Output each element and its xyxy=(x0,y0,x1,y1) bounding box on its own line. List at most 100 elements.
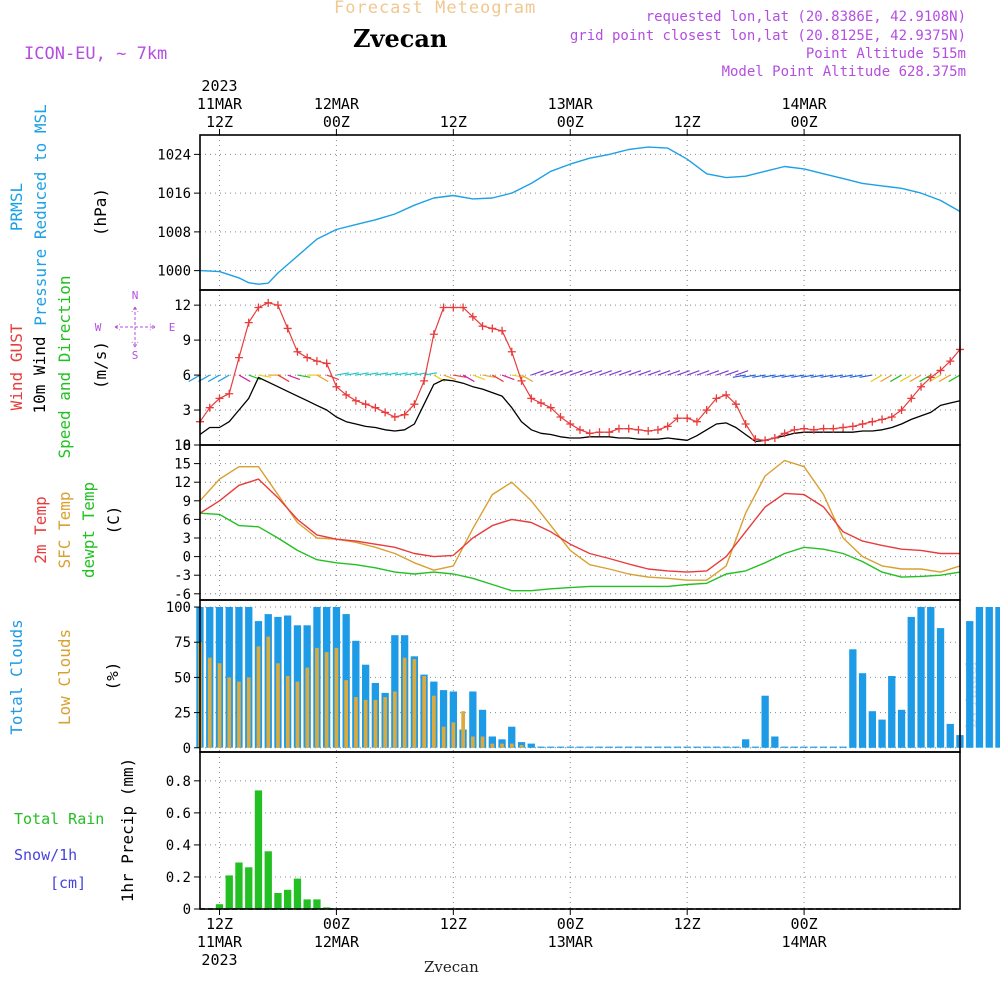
y-tick-label: 0 xyxy=(183,741,191,757)
gust-marker xyxy=(507,347,516,356)
compass-rose xyxy=(114,306,156,348)
rain-bar xyxy=(215,904,224,909)
gust-marker xyxy=(576,425,584,434)
wind-arrow xyxy=(443,374,457,381)
wind-arrow xyxy=(589,370,603,376)
low-cloud-bar xyxy=(295,681,300,748)
label-pressure-msl: Pressure Reduced to MSL xyxy=(31,104,50,326)
rain-bar xyxy=(313,899,321,909)
y-tick-label: -6 xyxy=(174,587,191,603)
gust-marker xyxy=(429,330,438,339)
total-cloud-bar xyxy=(927,607,935,748)
y-tick-label: 75 xyxy=(174,635,191,651)
low-cloud-bar xyxy=(324,652,329,748)
rain-bar xyxy=(293,878,302,909)
point-altitude: Point Altitude 515m xyxy=(805,46,966,62)
wind-arrow xyxy=(248,374,262,381)
low-cloud-bar xyxy=(500,743,504,748)
y-tick-label: 3 xyxy=(183,531,191,547)
low-cloud-bar xyxy=(373,699,378,748)
gust-marker xyxy=(517,376,526,385)
y-tick-label: 0.6 xyxy=(166,806,191,822)
low-cloud-bar xyxy=(412,659,417,748)
gust-marker xyxy=(722,390,731,399)
wind-arrow xyxy=(938,374,951,383)
wind-arrow xyxy=(423,372,438,376)
gust-marker xyxy=(342,390,351,399)
low-cloud-bar xyxy=(510,743,514,748)
x-tick-label-top: 00Z xyxy=(323,113,350,131)
gust-marker xyxy=(390,413,399,422)
y-tick-label: -3 xyxy=(174,568,191,584)
wind-arrow xyxy=(771,374,785,378)
total-cloud-bar xyxy=(586,746,594,748)
wind-arrow xyxy=(618,370,632,376)
wind-arrow xyxy=(919,374,932,383)
total-cloud-bar xyxy=(576,746,584,748)
location-title: Zvecan xyxy=(353,24,448,53)
low-cloud-bar xyxy=(207,657,212,748)
rain-bar xyxy=(235,862,243,909)
footer-location: Zvecan xyxy=(424,958,479,976)
gust-marker xyxy=(887,413,896,422)
y-tick-label: 0.2 xyxy=(166,870,191,886)
rain-bar xyxy=(264,851,272,909)
wind-arrow xyxy=(800,374,814,378)
x-date-label-bottom: 12MAR xyxy=(314,933,360,951)
gust-marker xyxy=(225,389,234,398)
low-cloud-bar xyxy=(441,726,446,748)
gust-marker xyxy=(644,427,653,436)
wind-arrow xyxy=(849,374,863,378)
gust-marker xyxy=(614,424,623,433)
wind-arrow xyxy=(677,370,690,376)
low-cloud-bar xyxy=(383,697,387,748)
total-cloud-bar xyxy=(810,746,818,748)
gust-marker xyxy=(780,429,789,438)
y-tick-label: 12 xyxy=(174,298,191,314)
y-tick-label: 0 xyxy=(183,902,191,918)
y-tick-label: 0.8 xyxy=(166,774,191,790)
x-date-label-bottom: 11MAR xyxy=(197,933,243,951)
total-cloud-bar xyxy=(615,746,623,748)
wind-arrow xyxy=(531,370,544,376)
compass-w: W xyxy=(95,321,102,334)
total-cloud-bar xyxy=(703,746,711,748)
label-percent: (%) xyxy=(103,662,122,691)
gust-marker xyxy=(254,303,263,312)
gust-marker xyxy=(205,403,214,412)
gust-marker xyxy=(712,394,721,403)
gust-marker xyxy=(449,303,458,312)
wind-arrow xyxy=(859,374,873,378)
total-cloud-bar xyxy=(683,746,691,748)
total-cloud-bar xyxy=(771,736,779,748)
gust-marker xyxy=(244,318,253,327)
label-celsius: (C) xyxy=(104,506,123,535)
gust-marker xyxy=(439,303,448,312)
gust-marker xyxy=(585,429,594,438)
total-cloud-bar xyxy=(819,746,828,748)
low-cloud-bar xyxy=(393,691,397,748)
y-tick-label: 50 xyxy=(174,670,191,686)
gust-marker xyxy=(634,425,643,434)
compass-s: S xyxy=(132,349,139,362)
total-cloud-bar xyxy=(537,746,545,748)
total-cloud-bar xyxy=(488,736,496,748)
wind-arrow xyxy=(732,374,746,378)
low-cloud-bar xyxy=(432,695,436,748)
low-cloud-bar xyxy=(305,667,310,748)
label-low-clouds: Low Clouds xyxy=(55,629,74,725)
wind-arrow xyxy=(404,372,418,376)
low-cloud-bar xyxy=(246,677,251,748)
y-tick-label: 1016 xyxy=(157,186,191,202)
total-cloud-bar xyxy=(556,746,565,748)
total-cloud-bar xyxy=(693,746,701,748)
wind-arrow xyxy=(696,370,710,376)
gust-marker xyxy=(839,423,848,432)
x-tick-label-top: 00Z xyxy=(557,113,584,131)
rain-bar xyxy=(254,790,263,909)
low-cloud-bar xyxy=(471,736,475,748)
wind-arrow xyxy=(899,374,912,383)
gust-marker xyxy=(283,324,292,333)
total-cloud-bar xyxy=(654,746,662,748)
x-date-label-top: 12MAR xyxy=(314,95,360,113)
